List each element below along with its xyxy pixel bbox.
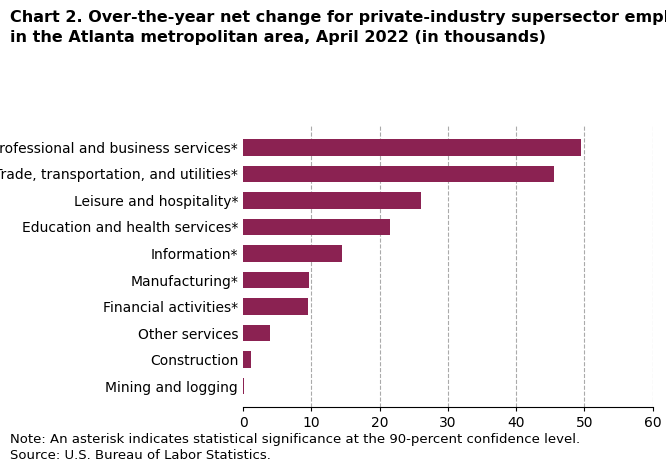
Bar — [243, 351, 251, 368]
Bar — [243, 272, 309, 288]
Bar — [243, 325, 270, 341]
Bar — [243, 245, 342, 262]
Text: Chart 2. Over-the-year net change for private-industry supersector employment: Chart 2. Over-the-year net change for pr… — [10, 10, 666, 25]
Bar — [243, 378, 244, 395]
Bar — [243, 219, 390, 235]
Text: Note: An asterisk indicates statistical significance at the 90-percent confidenc: Note: An asterisk indicates statistical … — [10, 433, 580, 446]
Text: in the Atlanta metropolitan area, April 2022 (in thousands): in the Atlanta metropolitan area, April … — [10, 30, 546, 45]
Text: Source: U.S. Bureau of Labor Statistics.: Source: U.S. Bureau of Labor Statistics. — [10, 449, 271, 462]
Bar — [243, 298, 308, 315]
Bar — [243, 192, 421, 209]
Bar — [243, 166, 553, 182]
Bar — [243, 139, 581, 155]
